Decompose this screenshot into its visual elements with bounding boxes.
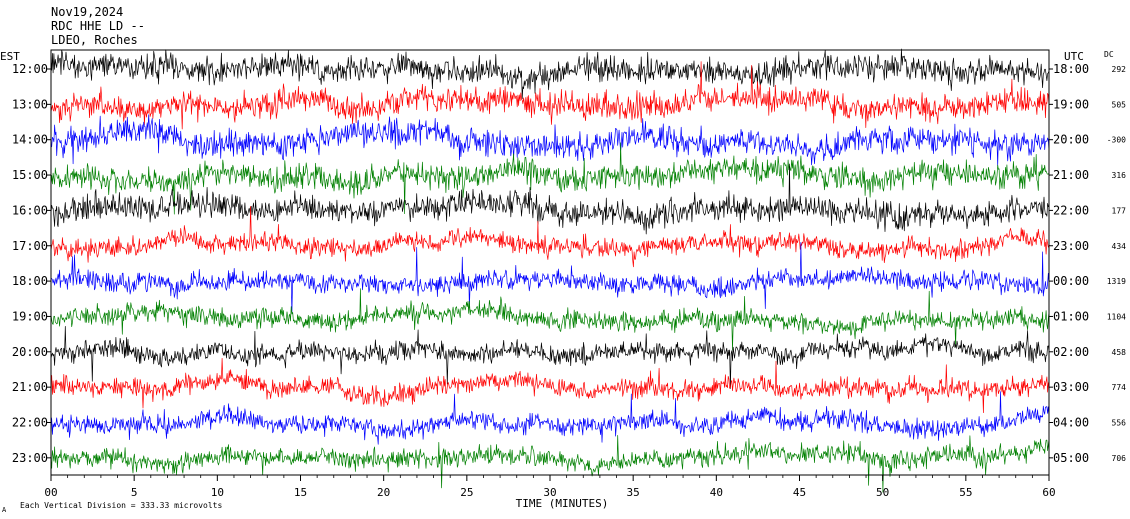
plot-border	[50, 49, 1050, 476]
utc-hour-label: 19:00	[1053, 97, 1089, 111]
utc-hour-label: 05:00	[1053, 451, 1089, 465]
x-tick-label: 40	[710, 486, 723, 499]
header-station: RDC HHE LD --	[51, 19, 145, 33]
est-hour-label: 17:00	[12, 239, 48, 253]
x-tick-label: 5	[131, 486, 138, 499]
utc-hour-label: 23:00	[1053, 239, 1089, 253]
est-hour-label: 20:00	[12, 345, 48, 359]
trace-row-12	[50, 435, 1050, 493]
dc-offset-value: 292	[1112, 65, 1127, 74]
est-hour-label: 13:00	[12, 97, 48, 111]
x-tick-label: 30	[543, 486, 556, 499]
trace-row-6	[50, 205, 1050, 268]
trace-row-4	[50, 142, 1050, 215]
x-tick-label: 20	[377, 486, 390, 499]
x-tick-label: 50	[876, 486, 889, 499]
x-tick-label: 15	[294, 486, 307, 499]
trace-row-7	[50, 241, 1050, 315]
x-tick-label: 10	[211, 486, 224, 499]
row-labels: 12:00 18:00 292 13:00 19:00 505 14:00 20:00 -300…	[12, 62, 1126, 465]
x-tick-label: 35	[627, 486, 640, 499]
dc-offset-value: 177	[1112, 206, 1127, 215]
dc-offset-value: 706	[1112, 454, 1127, 463]
dc-offset-value: 434	[1112, 242, 1127, 251]
trace-row-2	[50, 61, 1050, 130]
est-hour-label: 16:00	[12, 203, 48, 217]
dc-offset-value: 1319	[1107, 277, 1126, 286]
header-network: LDEO, Roches	[51, 33, 138, 47]
utc-hour-label: 02:00	[1053, 345, 1089, 359]
trace-row-8	[50, 288, 1050, 351]
x-axis-title: TIME (MINUTES)	[516, 497, 609, 510]
trace-row-3	[50, 114, 1050, 167]
trace-row-10	[50, 357, 1050, 414]
dc-offset-value: 458	[1112, 348, 1127, 357]
dc-offset-value: 1104	[1107, 312, 1126, 321]
utc-hour-label: 20:00	[1053, 133, 1089, 147]
utc-hour-label: 18:00	[1053, 62, 1089, 76]
utc-hour-label: 00:00	[1053, 274, 1089, 288]
right-timezone-label: UTC	[1064, 50, 1084, 63]
dc-offset-value: 505	[1112, 100, 1127, 109]
est-hour-label: 19:00	[12, 309, 48, 323]
trace-row-11	[50, 391, 1050, 445]
dc-offset-value: -300	[1107, 136, 1126, 145]
seismic-traces	[50, 48, 1050, 493]
footer-mark: A	[2, 506, 7, 514]
est-hour-label: 22:00	[12, 416, 48, 430]
x-tick-label: 45	[793, 486, 806, 499]
dc-offset-value: 556	[1112, 419, 1127, 428]
x-tick-label: 60	[1042, 486, 1055, 499]
trace-row-9	[50, 326, 1050, 389]
x-tick-label: 00	[44, 486, 57, 499]
utc-hour-label: 21:00	[1053, 168, 1089, 182]
dc-label: DC	[1104, 50, 1114, 59]
utc-hour-label: 03:00	[1053, 380, 1089, 394]
est-hour-label: 21:00	[12, 380, 48, 394]
est-hour-label: 12:00	[12, 62, 48, 76]
trace-row-1	[50, 48, 1050, 100]
left-timezone-label: EST	[0, 50, 20, 63]
dc-offset-value: 774	[1112, 383, 1127, 392]
dc-offset-value: 316	[1112, 171, 1127, 180]
utc-hour-label: 22:00	[1053, 203, 1089, 217]
utc-hour-label: 01:00	[1053, 309, 1089, 323]
x-tick-label: 25	[460, 486, 473, 499]
est-hour-label: 23:00	[12, 451, 48, 465]
plot-frame	[50, 49, 1050, 476]
x-tick-label: 55	[959, 486, 972, 499]
scale-footnote: Each Vertical Division = 333.33 microvol…	[20, 501, 222, 510]
utc-hour-label: 04:00	[1053, 416, 1089, 430]
est-hour-label: 18:00	[12, 274, 48, 288]
header-date: Nov19,2024	[51, 5, 123, 19]
x-axis: 00 5 10 15 20 25 30 35 40 45 50 55 60	[44, 475, 1056, 499]
est-hour-label: 15:00	[12, 168, 48, 182]
trace-row-5	[50, 163, 1050, 235]
est-hour-label: 14:00	[12, 133, 48, 147]
